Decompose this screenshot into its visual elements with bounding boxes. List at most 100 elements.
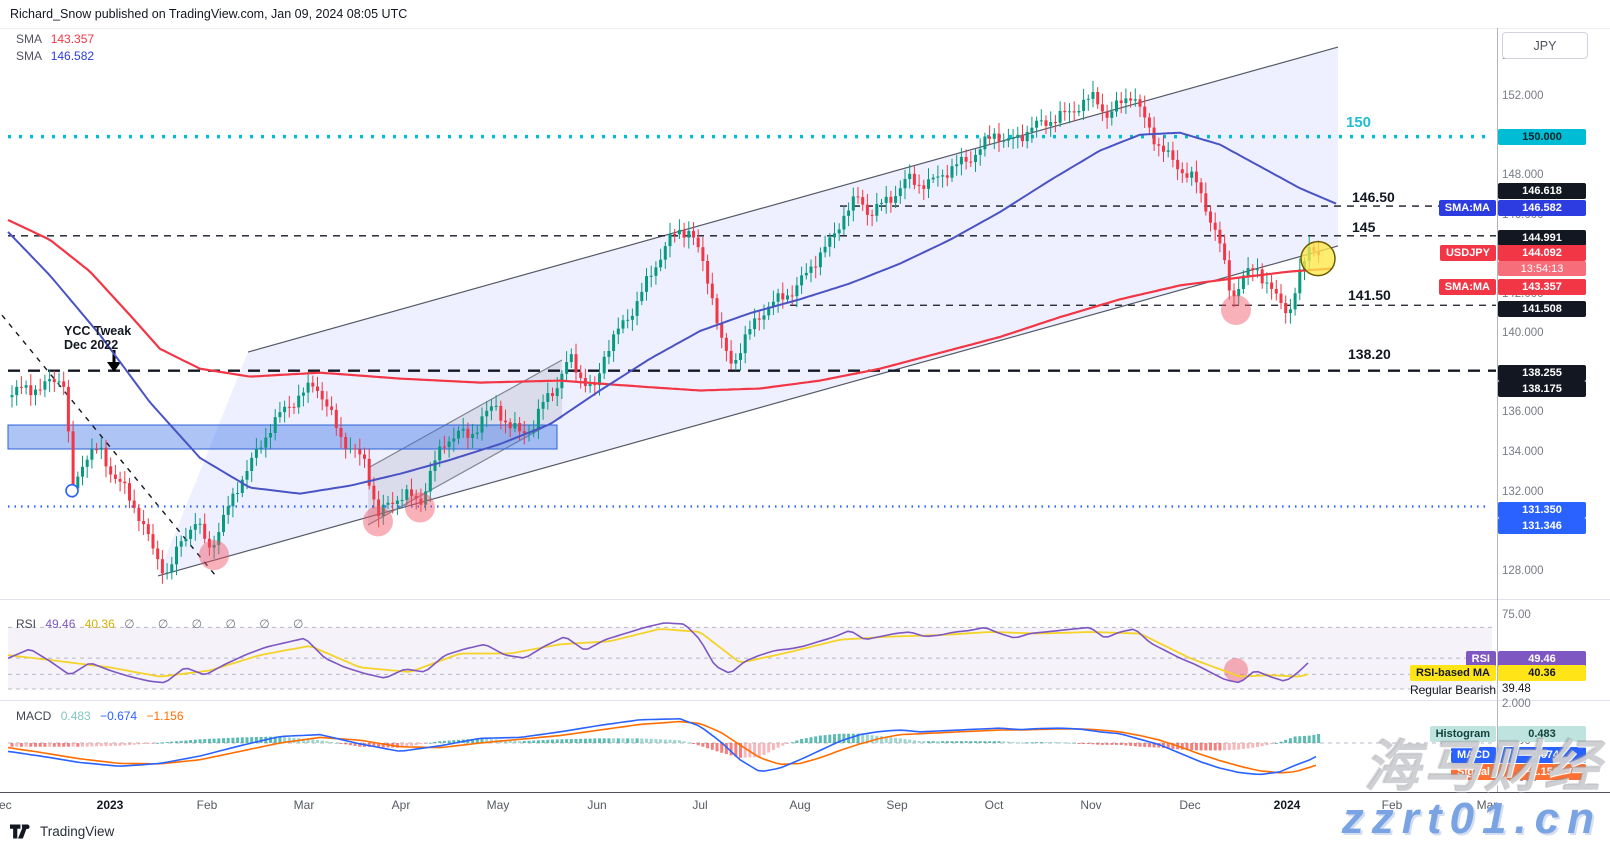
axis-tick: 136.000 bbox=[1502, 406, 1544, 418]
signal-value-box-tag: Signal bbox=[1450, 764, 1496, 780]
axis-tick: 140.000 bbox=[1502, 327, 1544, 339]
signal-value-box: −1.156 bbox=[1498, 764, 1586, 780]
rsi-legend-label: RSI bbox=[16, 617, 37, 631]
time-label: 2023 bbox=[96, 798, 124, 812]
ycc-annotation-line2: Dec 2022 bbox=[64, 338, 119, 352]
level-label-145: 145 bbox=[1352, 219, 1376, 235]
tradingview-attribution[interactable]: TradingView bbox=[10, 824, 114, 839]
level-131346-box: 131.346 bbox=[1498, 518, 1586, 534]
sma-red-legend-label: SMA bbox=[16, 32, 42, 46]
histogram-value-box-tag: Histogram bbox=[1429, 726, 1496, 742]
rsi-legend-value: 49.46 bbox=[45, 617, 76, 631]
regular-bearish-value: 39.48 bbox=[1502, 683, 1531, 695]
macd-pane bbox=[8, 733, 1492, 758]
last-price-box: 144.092 bbox=[1498, 245, 1586, 261]
currency-button[interactable]: JPY bbox=[1502, 32, 1588, 59]
macd-value-box: −0.674 bbox=[1498, 747, 1586, 763]
sma-red-legend-value: 143.357 bbox=[50, 32, 95, 46]
time-label: Jun bbox=[587, 798, 607, 812]
axis-tick: 132.000 bbox=[1502, 486, 1544, 498]
descending-trendline bbox=[1, 314, 216, 576]
publication-title: Richard_Snow published on TradingView.co… bbox=[10, 7, 408, 21]
axis-tick: 148.000 bbox=[1502, 169, 1544, 181]
sma-blue-legend-label: SMA bbox=[16, 49, 42, 63]
mini-channel bbox=[367, 359, 563, 526]
level-138255-box: 138.255 bbox=[1498, 365, 1586, 381]
sma-blue-box: 146.582 bbox=[1498, 200, 1586, 216]
watermark-chinese: 海马财经 bbox=[1364, 735, 1604, 798]
sma-red-legend: SMA 143.357 bbox=[16, 32, 94, 46]
regular-bearish-label: Regular Bearish bbox=[1409, 683, 1496, 697]
macd-value-box-tag: MACD bbox=[1451, 747, 1496, 763]
time-label: Apr bbox=[391, 798, 411, 812]
level-141508-box: 141.508 bbox=[1498, 301, 1586, 317]
time-label: May bbox=[486, 798, 510, 812]
support-zone bbox=[7, 424, 558, 450]
price-axis-line bbox=[1497, 28, 1498, 792]
time-label: Dec bbox=[0, 798, 12, 812]
tradingview-brand-text: TradingView bbox=[40, 824, 115, 839]
time-label: Dec bbox=[1179, 798, 1201, 812]
rsi-value-box-tag: RSI bbox=[1465, 651, 1496, 667]
time-label: Jul bbox=[692, 798, 708, 812]
level-138175-box: 138.175 bbox=[1498, 381, 1586, 397]
sma-blue-line bbox=[7, 131, 1337, 495]
rsi-value-box: 49.46 bbox=[1498, 651, 1586, 667]
rsi-legend: RSI 49.46 40.36 ∅ ∅ ∅ ∅ ∅ ∅ bbox=[16, 617, 314, 631]
level-label-150: 150 bbox=[1346, 114, 1372, 131]
sma-red-box-tag: SMA:MA bbox=[1438, 279, 1496, 295]
macd-legend-label: MACD bbox=[16, 709, 52, 723]
macd-line-legend-value: −0.674 bbox=[100, 709, 138, 723]
current-price-circle bbox=[1300, 240, 1336, 277]
horizontal-levels bbox=[8, 134, 1496, 508]
highlight-circles bbox=[65, 240, 1336, 571]
high-146618-box: 146.618 bbox=[1498, 183, 1586, 199]
macd-legend: MACD 0.483 −0.674 −1.156 bbox=[16, 709, 184, 723]
time-label: Sep bbox=[886, 798, 908, 812]
time-label: Feb bbox=[196, 798, 218, 812]
time-label: Mar bbox=[293, 798, 315, 812]
ascending-channel bbox=[157, 46, 1339, 577]
rsi-line bbox=[7, 622, 1309, 684]
entry-circle bbox=[65, 483, 79, 498]
sma-blue-legend: SMA 146.582 bbox=[16, 49, 94, 63]
sma-blue-legend-value: 146.582 bbox=[50, 49, 95, 63]
macd-signal-legend-value: −1.156 bbox=[146, 709, 184, 723]
axis-tick: 128.000 bbox=[1502, 565, 1544, 577]
rsi-pane bbox=[8, 626, 1492, 690]
tradingview-logo-icon bbox=[10, 824, 30, 839]
ycc-annotation-line1: YCC Tweak bbox=[64, 324, 132, 338]
axis-tick: 75.00 bbox=[1502, 609, 1531, 621]
pane-divider-rsi bbox=[0, 599, 1610, 600]
time-label: Aug bbox=[789, 798, 811, 812]
macd-line bbox=[7, 717, 1317, 776]
level-144991-box: 144.991 bbox=[1498, 230, 1586, 246]
sma-red-line bbox=[7, 219, 1333, 392]
axis-tick: 2.000 bbox=[1502, 698, 1531, 710]
ycc-annotation: YCC Tweak Dec 2022 bbox=[64, 324, 131, 352]
header-divider bbox=[0, 28, 1610, 29]
watermark-url: zzrt01.cn bbox=[1341, 794, 1602, 843]
rsi-ma-value-box: 40.36 bbox=[1498, 665, 1586, 681]
sma-blue-box-tag: SMA:MA bbox=[1438, 200, 1496, 216]
macd-signal-line bbox=[7, 720, 1317, 774]
level-label-13820: 138.20 bbox=[1348, 346, 1391, 362]
rsi-ma-legend-value: 40.36 bbox=[84, 617, 115, 631]
axis-tick: 152.000 bbox=[1502, 90, 1544, 102]
last-price-box-tag: USDJPY bbox=[1439, 245, 1496, 261]
time-axis-line bbox=[0, 792, 1610, 793]
macd-hist-legend-value: 0.483 bbox=[60, 709, 91, 723]
level-150-box: 150.000 bbox=[1498, 129, 1586, 145]
axis-tick: 134.000 bbox=[1502, 446, 1544, 458]
last-price-box-countdown: 13:54:13 bbox=[1498, 261, 1586, 276]
time-axis[interactable]: Dec 2023 Feb Mar Apr May Jun Jul Aug Sep Oct Nov Dec… bbox=[0, 798, 1610, 816]
time-label: 2024 bbox=[1273, 798, 1301, 812]
level-label-14150: 141.50 bbox=[1348, 287, 1391, 303]
histogram-value-box: 0.483 bbox=[1498, 726, 1586, 742]
time-label: Feb bbox=[1381, 798, 1403, 812]
rsi-divergence-placeholders: ∅ ∅ ∅ ∅ ∅ ∅ bbox=[124, 617, 314, 631]
candlesticks bbox=[10, 80, 1321, 584]
sma-red-box: 143.357 bbox=[1498, 279, 1586, 295]
